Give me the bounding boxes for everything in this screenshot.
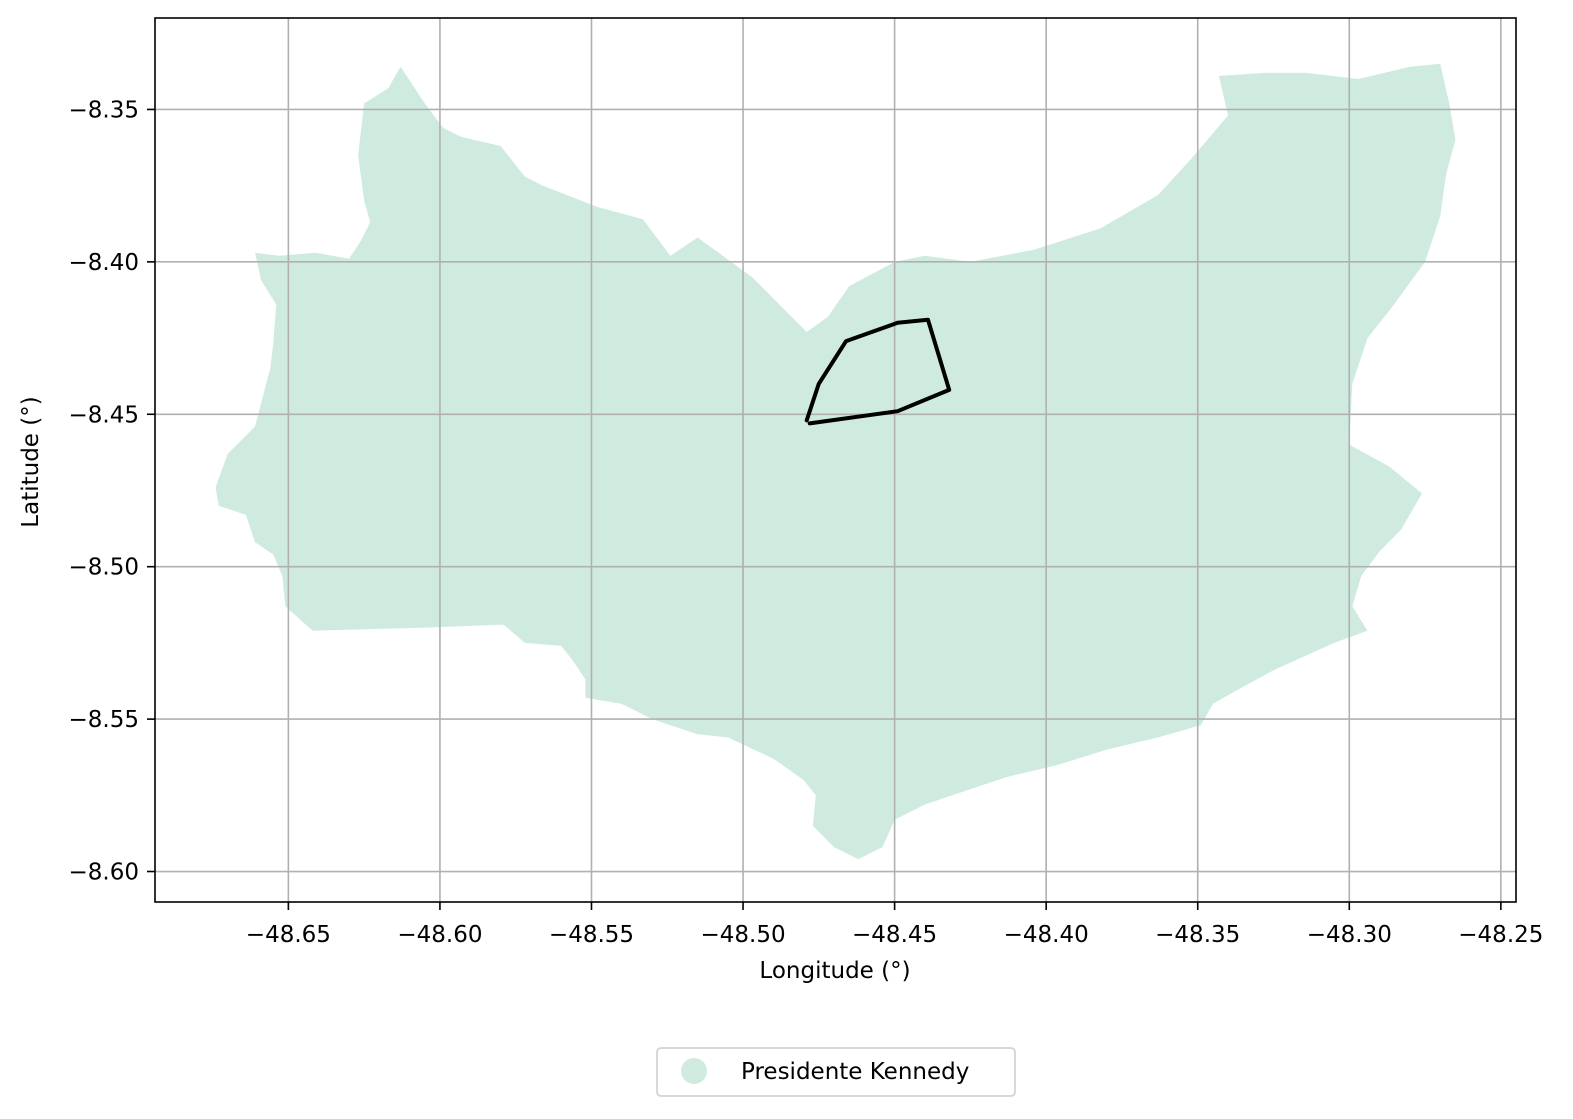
y-axis: −8.35 −8.40 −8.45 −8.50 −8.55 −8.60 — [69, 97, 155, 886]
x-tick-label: −48.45 — [852, 922, 937, 948]
y-tick-label: −8.55 — [69, 707, 139, 733]
y-axis-label: Latitude (°) — [18, 396, 44, 527]
highlight-outline — [804, 317, 952, 426]
plot-area — [154, 17, 1517, 903]
x-axis: −48.65 −48.60 −48.55 −48.50 −48.45 −48.40 −48.… — [246, 902, 1543, 948]
x-tick-label: −48.25 — [1458, 922, 1543, 948]
y-tick-label: −8.60 — [69, 860, 139, 886]
grid-lines — [155, 18, 1516, 902]
x-tick-label: −48.35 — [1155, 922, 1240, 948]
y-tick-label: −8.35 — [69, 97, 139, 123]
x-tick-label: −48.60 — [397, 922, 482, 948]
x-tick-label: −48.50 — [700, 922, 785, 948]
plot-frame — [154, 17, 1517, 903]
x-tick-label: −48.40 — [1004, 922, 1089, 948]
x-tick-label: −48.55 — [549, 922, 634, 948]
x-tick-label: −48.30 — [1307, 922, 1392, 948]
x-axis-label: Longitude (°) — [759, 958, 910, 984]
legend: Presidente Kennedy — [656, 1047, 1016, 1097]
legend-label-presidente-kennedy: Presidente Kennedy — [741, 1059, 969, 1085]
y-tick-label: −8.40 — [69, 250, 139, 276]
x-tick-label: −48.65 — [246, 922, 331, 948]
legend-marker-presidente-kennedy — [681, 1058, 707, 1084]
y-tick-label: −8.50 — [69, 555, 139, 581]
legend-box — [656, 1047, 1016, 1097]
y-tick-label: −8.45 — [69, 402, 139, 428]
